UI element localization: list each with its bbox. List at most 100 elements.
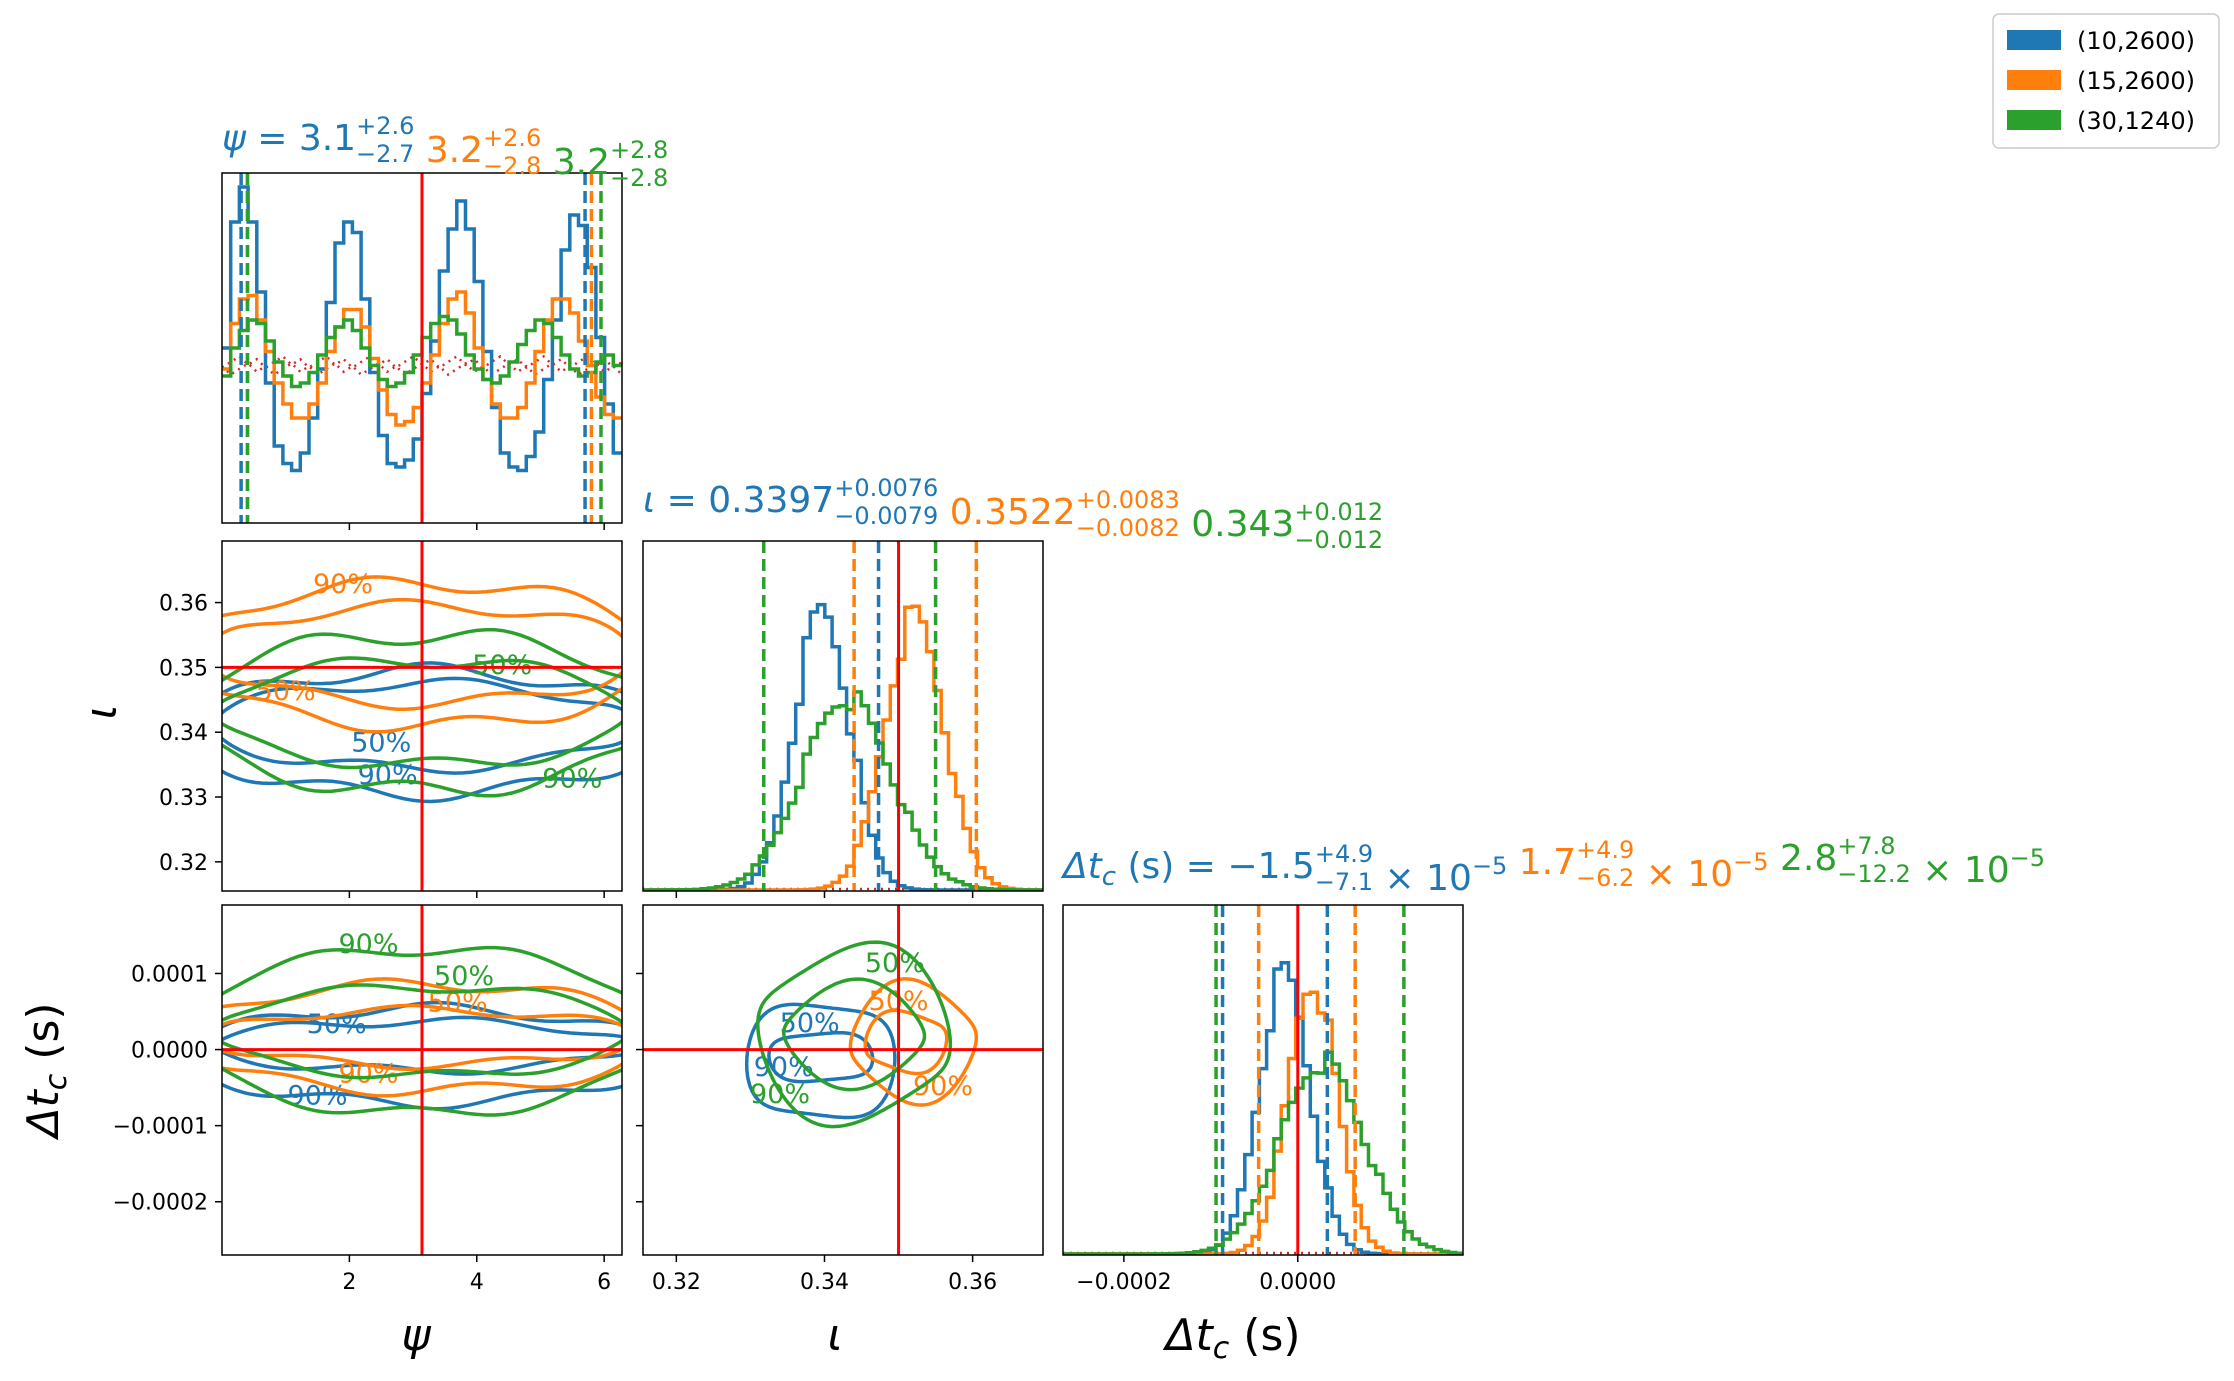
title-minus: −0.0079 <box>834 502 938 530</box>
title-plus: +2.6 <box>356 112 414 140</box>
title-plus: +7.8 <box>1837 832 1895 860</box>
panel-dtc-psi: 50%90%50%90%50%90% <box>215 904 623 1262</box>
title-median: −1.5 <box>1227 846 1314 887</box>
x-axis-dtc: −0.0002 0.0000 <box>1076 1270 1336 1295</box>
axis-label-dtc: Δtc (s) <box>18 1002 74 1140</box>
title-exp-base: × 10 <box>1634 854 1733 895</box>
title-space <box>414 130 425 171</box>
title-plus: +2.6 <box>483 124 541 152</box>
y-tick-label: 0.33 <box>159 786 208 811</box>
title-param: ι <box>643 480 655 521</box>
title-plus: +2.8 <box>610 136 668 164</box>
axis-label-iota: ι <box>76 705 127 720</box>
title-exp: −5 <box>1472 852 1507 880</box>
contour-50%-(15,2600) <box>222 597 622 711</box>
contour-90%-(15,2600) <box>222 575 622 734</box>
title-param: ψ <box>222 118 247 159</box>
title-exp-base: × 10 <box>1911 850 2010 891</box>
contour-label: 50% <box>256 676 316 707</box>
contour-label: 50% <box>434 961 494 992</box>
y-axis-dtc: −0.0002 −0.0001 0.0000 0.0001 <box>113 962 208 1215</box>
axis-label-psi: ψ <box>401 1310 431 1361</box>
legend-label: (10,2600) <box>2077 27 2195 55</box>
legend-label: (15,2600) <box>2077 67 2195 95</box>
y-tick-label: −0.0001 <box>113 1115 208 1140</box>
x-tick-label: 0.32 <box>652 1270 701 1295</box>
contour-90%-(30,1240) <box>222 945 622 1117</box>
title-minus: −2.8 <box>610 164 668 192</box>
x-axis-psi: 2 4 6 <box>342 1270 611 1295</box>
title-median: 3.2 <box>426 130 483 171</box>
panel-frame <box>642 540 1044 892</box>
x-tick-label: 0.34 <box>800 1270 849 1295</box>
contour-label: 50% <box>780 1008 840 1039</box>
y-tick-label: 0.0001 <box>131 962 208 987</box>
y-axis-iota: 0.32 0.33 0.34 0.35 0.36 <box>159 592 208 876</box>
title-plus: +0.012 <box>1294 498 1383 526</box>
y-tick-label: 0.32 <box>159 851 208 876</box>
title-median: 0.3522 <box>950 492 1076 533</box>
title-median: 0.343 <box>1191 504 1294 545</box>
axis-label-unit: (s) <box>1229 1310 1300 1361</box>
title-equals: = <box>246 118 299 159</box>
title-minus: −6.2 <box>1576 864 1634 892</box>
histogram-(15,2600) <box>643 604 1043 891</box>
title-plus: +4.9 <box>1576 836 1634 864</box>
y-tick-label: 0.35 <box>159 656 208 681</box>
axis-label-symbol: ι <box>828 1310 843 1361</box>
title-minus: −2.8 <box>483 152 541 180</box>
contour-50%-(15,2600) <box>222 1003 622 1071</box>
title-equals: = <box>655 480 708 521</box>
panel-iota-psi: 50%90%50%90%50%90% <box>215 540 623 898</box>
title-exp-base: × 10 <box>1373 858 1472 899</box>
y-tick-label: 0.34 <box>159 721 208 746</box>
panel-dtc-iota: 50%90%50%90%50%90% <box>636 904 1044 1262</box>
panel-frame <box>1062 904 1464 1256</box>
axis-label-subscript: c <box>39 1073 74 1090</box>
contour-50%-(10,2600) <box>767 1030 875 1084</box>
title-plus: +0.0076 <box>834 474 938 502</box>
title-minus: −0.0082 <box>1076 514 1180 542</box>
panel-psi-psi <box>221 172 623 530</box>
contour-90%-(10,2600) <box>744 1002 897 1120</box>
title-minus: −0.012 <box>1294 526 1383 554</box>
title-plus: +4.9 <box>1315 840 1373 868</box>
axis-label-unit: (s) <box>18 1002 69 1073</box>
title-median: 2.8 <box>1780 838 1837 879</box>
contour-label: 90% <box>750 1079 810 1110</box>
panel-dtc-dtc <box>1062 904 1464 1262</box>
legend: (10,2600) (15,2600) (30,1240) <box>1992 13 2220 149</box>
contour-50%-(30,1240) <box>222 656 622 770</box>
axis-label-symbol: Δt <box>18 1088 69 1140</box>
title-median: 1.7 <box>1519 842 1576 883</box>
title-minus: −7.1 <box>1315 868 1373 896</box>
histogram-(30,1240) <box>1063 1050 1463 1255</box>
panel-frame <box>221 172 623 524</box>
title-minus: −12.2 <box>1837 860 1911 888</box>
panel-frame <box>221 540 623 892</box>
legend-label: (30,1240) <box>2077 107 2195 135</box>
contour-label: 50% <box>865 948 925 979</box>
contour-label: 90% <box>338 1058 398 1089</box>
x-axis-iota: 0.32 0.34 0.36 <box>652 1270 997 1295</box>
x-tick-label: 0.36 <box>948 1270 997 1295</box>
legend-swatch-(15,2600) <box>2007 70 2061 90</box>
contour-50%-(30,1240) <box>781 977 927 1092</box>
contour-label: 90% <box>313 569 373 600</box>
title-space <box>1769 838 1780 879</box>
title-space <box>1507 842 1518 883</box>
panel-frame <box>642 904 1044 1256</box>
axis-label-subscript: c <box>1213 1331 1230 1366</box>
contour-label: 50% <box>472 650 532 681</box>
y-tick-label: 0.0000 <box>131 1039 208 1064</box>
legend-swatch-(30,1240) <box>2007 110 2061 130</box>
contour-90%-(10,2600) <box>222 1000 622 1111</box>
panel-iota-iota <box>642 540 1044 898</box>
contour-label: 90% <box>338 929 398 960</box>
title-median: 3.2 <box>553 142 610 183</box>
title-param-sub: c <box>1102 862 1116 892</box>
title-space <box>938 492 949 533</box>
x-tick-label: 4 <box>470 1270 484 1295</box>
x-tick-label: 6 <box>597 1270 611 1295</box>
